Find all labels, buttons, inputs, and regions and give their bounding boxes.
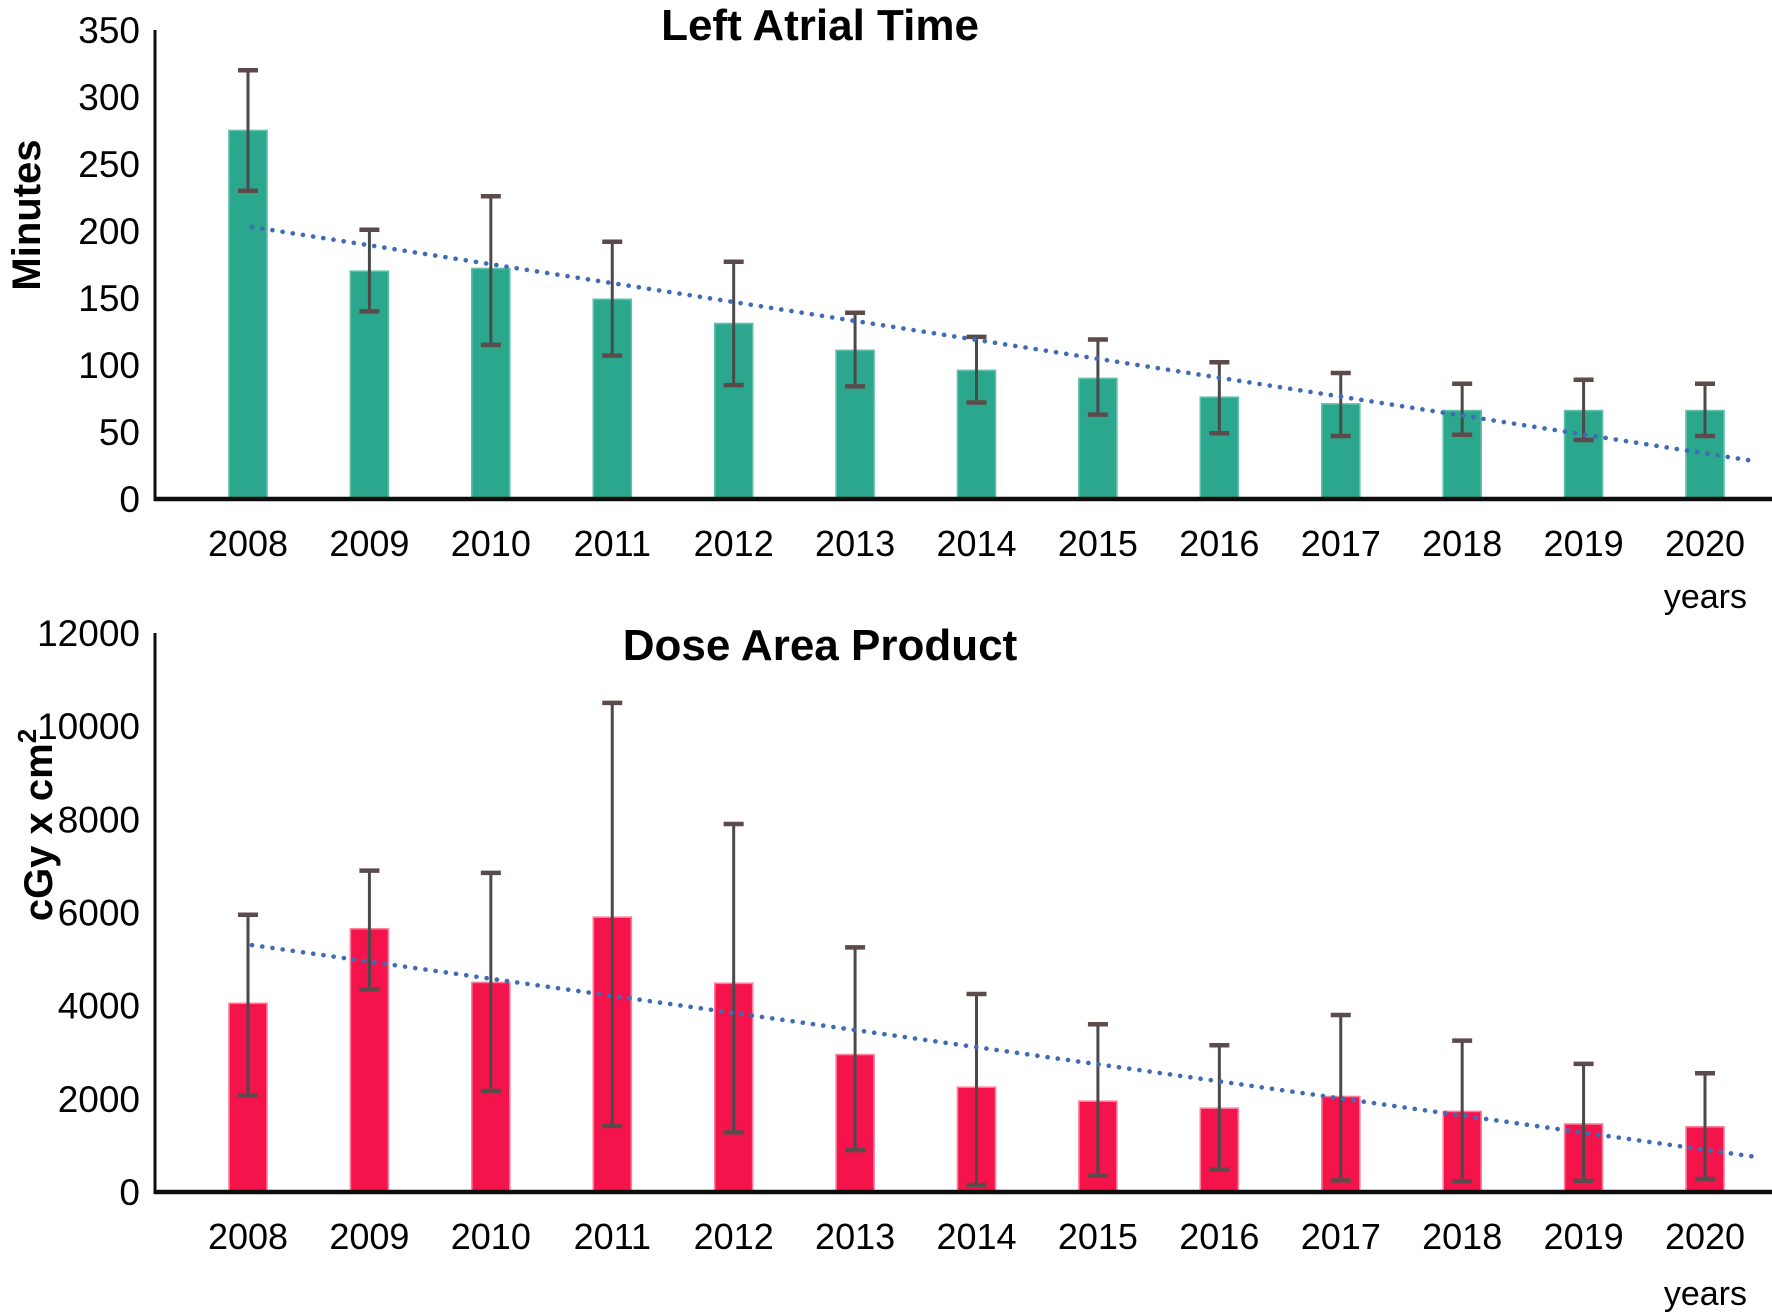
x-tick-label: 2018 (1422, 1216, 1502, 1257)
x-tick-label: 2014 (936, 523, 1016, 564)
x-tick-label: 2019 (1544, 1216, 1624, 1257)
y-tick-label: 8000 (58, 799, 140, 840)
x-tick-label: 2013 (815, 1216, 895, 1257)
y-tick-label: 2000 (58, 1079, 140, 1120)
y-tick-label: 10000 (37, 706, 140, 747)
chart-title: Left Atrial Time (661, 1, 979, 50)
x-tick-label: 2018 (1422, 523, 1502, 564)
y-tick-label: 0 (119, 1172, 140, 1213)
x-tick-label: 2019 (1544, 523, 1624, 564)
x-tick-label: 2008 (208, 523, 288, 564)
x-tick-label: 2015 (1058, 523, 1138, 564)
y-tick-label: 6000 (58, 893, 140, 934)
x-tick-label: 2010 (451, 523, 531, 564)
y-tick-label: 200 (78, 211, 140, 252)
x-tick-label: 2016 (1179, 523, 1259, 564)
y-axis-label: cGy x cm2 (12, 729, 61, 921)
x-tick-label: 2017 (1301, 1216, 1381, 1257)
chart-title: Dose Area Product (623, 621, 1018, 670)
x-tick-label: 2011 (574, 1216, 651, 1257)
trendline (249, 942, 1760, 1160)
x-tick-label: 2012 (694, 523, 774, 564)
x-tick-label: 2011 (574, 523, 651, 564)
x-tick-label: 2020 (1665, 523, 1745, 564)
x-axis-label: years (1664, 1275, 1747, 1313)
x-tick-label: 2009 (329, 1216, 409, 1257)
x-tick-label: 2013 (815, 523, 895, 564)
y-tick-label: 300 (78, 77, 140, 118)
y-tick-label: 150 (78, 278, 140, 319)
y-tick-label: 12000 (37, 613, 140, 654)
x-tick-label: 2008 (208, 1216, 288, 1257)
y-tick-label: 250 (78, 144, 140, 185)
x-tick-label: 2020 (1665, 1216, 1745, 1257)
y-tick-label: 50 (99, 412, 140, 453)
y-tick-label: 0 (119, 479, 140, 520)
y-axis-label: Minutes (5, 139, 49, 290)
trendline (249, 224, 1760, 464)
bar (592, 298, 633, 500)
y-tick-label: 100 (78, 345, 140, 386)
x-tick-label: 2015 (1058, 1216, 1138, 1257)
y-tick-label: 350 (78, 10, 140, 51)
y-tick-label: 4000 (58, 986, 140, 1027)
x-tick-label: 2017 (1301, 523, 1381, 564)
x-tick-label: 2016 (1179, 1216, 1259, 1257)
x-tick-label: 2009 (329, 523, 409, 564)
x-axis-label: years (1664, 578, 1747, 616)
x-tick-label: 2012 (694, 1216, 774, 1257)
x-tick-label: 2014 (936, 1216, 1016, 1257)
x-tick-label: 2010 (451, 1216, 531, 1257)
